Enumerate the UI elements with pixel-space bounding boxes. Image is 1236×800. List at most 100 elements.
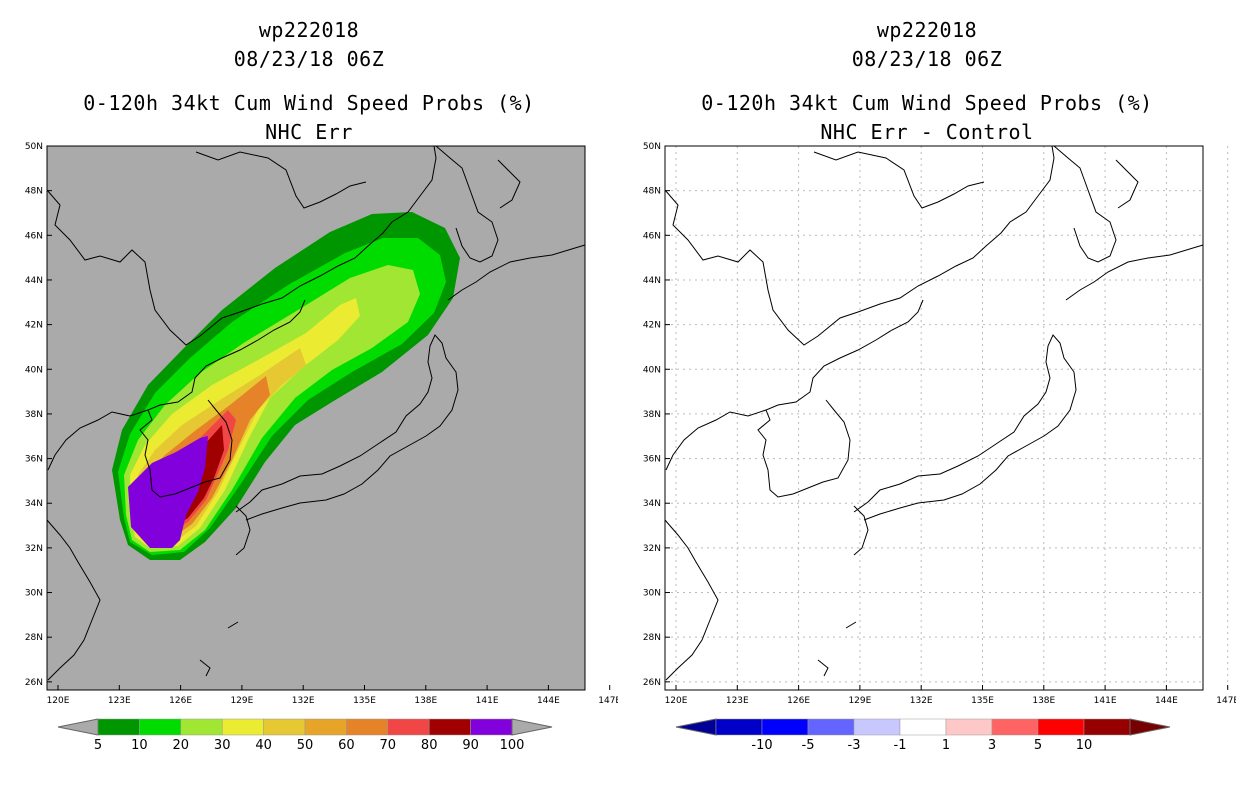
lat-label-28N: 28N bbox=[643, 633, 661, 643]
lat-label-48N: 48N bbox=[25, 187, 43, 197]
coastlines bbox=[664, 145, 1204, 681]
colorbar-swatch bbox=[470, 718, 513, 736]
colorbar-label-20: 20 bbox=[173, 738, 190, 753]
lat-lon-gridlines bbox=[665, 145, 1229, 690]
colorbar-label--3: -3 bbox=[848, 738, 861, 753]
valid-time-title: 08/23/18 06Z bbox=[851, 47, 1003, 71]
product-title: 0-120h 34kt Cum Wind Speed Probs (%) bbox=[701, 91, 1153, 115]
colorbar-label-40: 40 bbox=[255, 738, 272, 753]
lon-label-123E: 123E bbox=[108, 696, 131, 706]
probability-colorbar: 5 10 20 30 40 50 60 70 80 90 100 bbox=[57, 718, 553, 753]
colorbar-label--5: -5 bbox=[802, 738, 815, 753]
product-title: 0-120h 34kt Cum Wind Speed Probs (%) bbox=[83, 91, 535, 115]
colorbar-swatch bbox=[853, 718, 901, 736]
colorbar-label-5: 5 bbox=[1034, 738, 1042, 753]
right-map-figure: 50N48N46N44N42N40N38N36N34N32N30N28N26N … bbox=[643, 142, 1236, 753]
colorbar-swatch bbox=[180, 718, 223, 736]
lon-label-120E: 120E bbox=[47, 696, 70, 706]
variant-title: NHC Err - Control bbox=[820, 120, 1034, 144]
colorbar-swatch bbox=[428, 718, 471, 736]
colorbar-label-10: 10 bbox=[131, 738, 148, 753]
lat-label-28N: 28N bbox=[25, 633, 43, 643]
lon-label-138E: 138E bbox=[414, 696, 437, 706]
axis-ticks bbox=[665, 145, 1229, 690]
lon-label-135E: 135E bbox=[971, 696, 994, 706]
colorbar-label-50: 50 bbox=[297, 738, 314, 753]
lat-label-50N: 50N bbox=[25, 142, 43, 152]
longitude-axis-labels: 120E 123E 126E 129E 132E 135E 138E 141E 144E 147E bbox=[47, 696, 618, 706]
storm-id-title: wp222018 bbox=[876, 18, 978, 42]
colorbar-label--1: -1 bbox=[894, 738, 907, 753]
longitude-axis-labels: 120E 123E 126E 129E 132E 135E 138E 141E 144E 147E bbox=[665, 696, 1236, 706]
colorbar-swatch bbox=[139, 718, 182, 736]
lat-label-32N: 32N bbox=[643, 544, 661, 554]
colorbar-label-60: 60 bbox=[338, 738, 355, 753]
colorbar-swatch bbox=[945, 718, 993, 736]
lon-label-147E: 147E bbox=[1216, 696, 1236, 706]
lat-label-40N: 40N bbox=[25, 365, 43, 375]
colorbar-swatch bbox=[387, 718, 430, 736]
lon-label-132E: 132E bbox=[292, 696, 315, 706]
lat-label-30N: 30N bbox=[25, 589, 43, 599]
lat-label-46N: 46N bbox=[643, 231, 661, 241]
lon-label-126E: 126E bbox=[787, 696, 810, 706]
lon-label-144E: 144E bbox=[537, 696, 560, 706]
colorbar-label-90: 90 bbox=[462, 738, 479, 753]
lat-label-34N: 34N bbox=[25, 499, 43, 509]
axis-ticks bbox=[47, 145, 611, 690]
colorbar-label-5: 5 bbox=[94, 738, 102, 753]
latitude-axis-labels: 50N 48N 46N 44N 42N 40N 38N 36N 34N 32N 30N 28N 26N bbox=[25, 142, 43, 688]
lon-label-144E: 144E bbox=[1155, 696, 1178, 706]
lat-label-44N: 44N bbox=[25, 276, 43, 286]
coastlines bbox=[46, 145, 586, 681]
lon-label-123E: 123E bbox=[726, 696, 749, 706]
colorbar-over-arrow bbox=[511, 718, 553, 736]
lon-label-132E: 132E bbox=[910, 696, 933, 706]
map-background bbox=[665, 146, 1203, 690]
lat-label-38N: 38N bbox=[25, 410, 43, 420]
colorbar-swatch bbox=[97, 718, 140, 736]
prob-band-100 bbox=[128, 436, 208, 548]
lat-label-26N: 26N bbox=[25, 678, 43, 688]
colorbar-swatch bbox=[346, 718, 389, 736]
latitude-axis-labels: 50N 48N 46N 44N 42N 40N 38N 36N 34N 32N 30N 28N 26N bbox=[643, 142, 661, 688]
lon-label-129E: 129E bbox=[230, 696, 253, 706]
lon-label-126E: 126E bbox=[169, 696, 192, 706]
colorbar-swatch bbox=[304, 718, 347, 736]
lat-label-42N: 42N bbox=[643, 321, 661, 331]
colorbar-swatch bbox=[221, 718, 264, 736]
colorbar-under-arrow bbox=[675, 718, 717, 736]
difference-colorbar: -10 -5 -3 -1 1 3 5 10 bbox=[675, 718, 1171, 753]
lon-label-141E: 141E bbox=[476, 696, 499, 706]
left-map-figure: 50N48N46N44N42N40N38N36N34N32N30N28N26N … bbox=[25, 142, 618, 753]
colorbar-label-1: 1 bbox=[942, 738, 950, 753]
lon-label-141E: 141E bbox=[1094, 696, 1117, 706]
colorbar-swatch bbox=[899, 718, 947, 736]
valid-time-title: 08/23/18 06Z bbox=[233, 47, 385, 71]
map-background bbox=[47, 146, 585, 690]
lon-label-135E: 135E bbox=[353, 696, 376, 706]
colorbar-under-arrow bbox=[57, 718, 99, 736]
lat-label-50N: 50N bbox=[643, 142, 661, 152]
colorbar-swatch bbox=[807, 718, 855, 736]
lat-label-46N: 46N bbox=[25, 231, 43, 241]
probability-swath bbox=[112, 212, 460, 560]
colorbar-swatch bbox=[263, 718, 306, 736]
lat-label-36N: 36N bbox=[643, 455, 661, 465]
lat-label-34N: 34N bbox=[643, 499, 661, 509]
colorbar-swatch bbox=[991, 718, 1039, 736]
storm-id-title: wp222018 bbox=[258, 18, 360, 42]
lat-label-42N: 42N bbox=[25, 321, 43, 331]
map-frame: 50N48N46N44N42N40N38N36N34N32N30N28N26N … bbox=[25, 142, 618, 706]
lat-label-44N: 44N bbox=[643, 276, 661, 286]
colorbar-label-3: 3 bbox=[988, 738, 996, 753]
colorbar-label--10: -10 bbox=[751, 738, 772, 753]
lat-label-36N: 36N bbox=[25, 455, 43, 465]
colorbar-label-80: 80 bbox=[421, 738, 438, 753]
lon-label-129E: 129E bbox=[848, 696, 871, 706]
colorbar-swatch bbox=[715, 718, 763, 736]
lon-label-138E: 138E bbox=[1032, 696, 1055, 706]
lon-label-147E: 147E bbox=[598, 696, 618, 706]
colorbar-label-70: 70 bbox=[380, 738, 397, 753]
colorbar-swatch bbox=[1037, 718, 1085, 736]
